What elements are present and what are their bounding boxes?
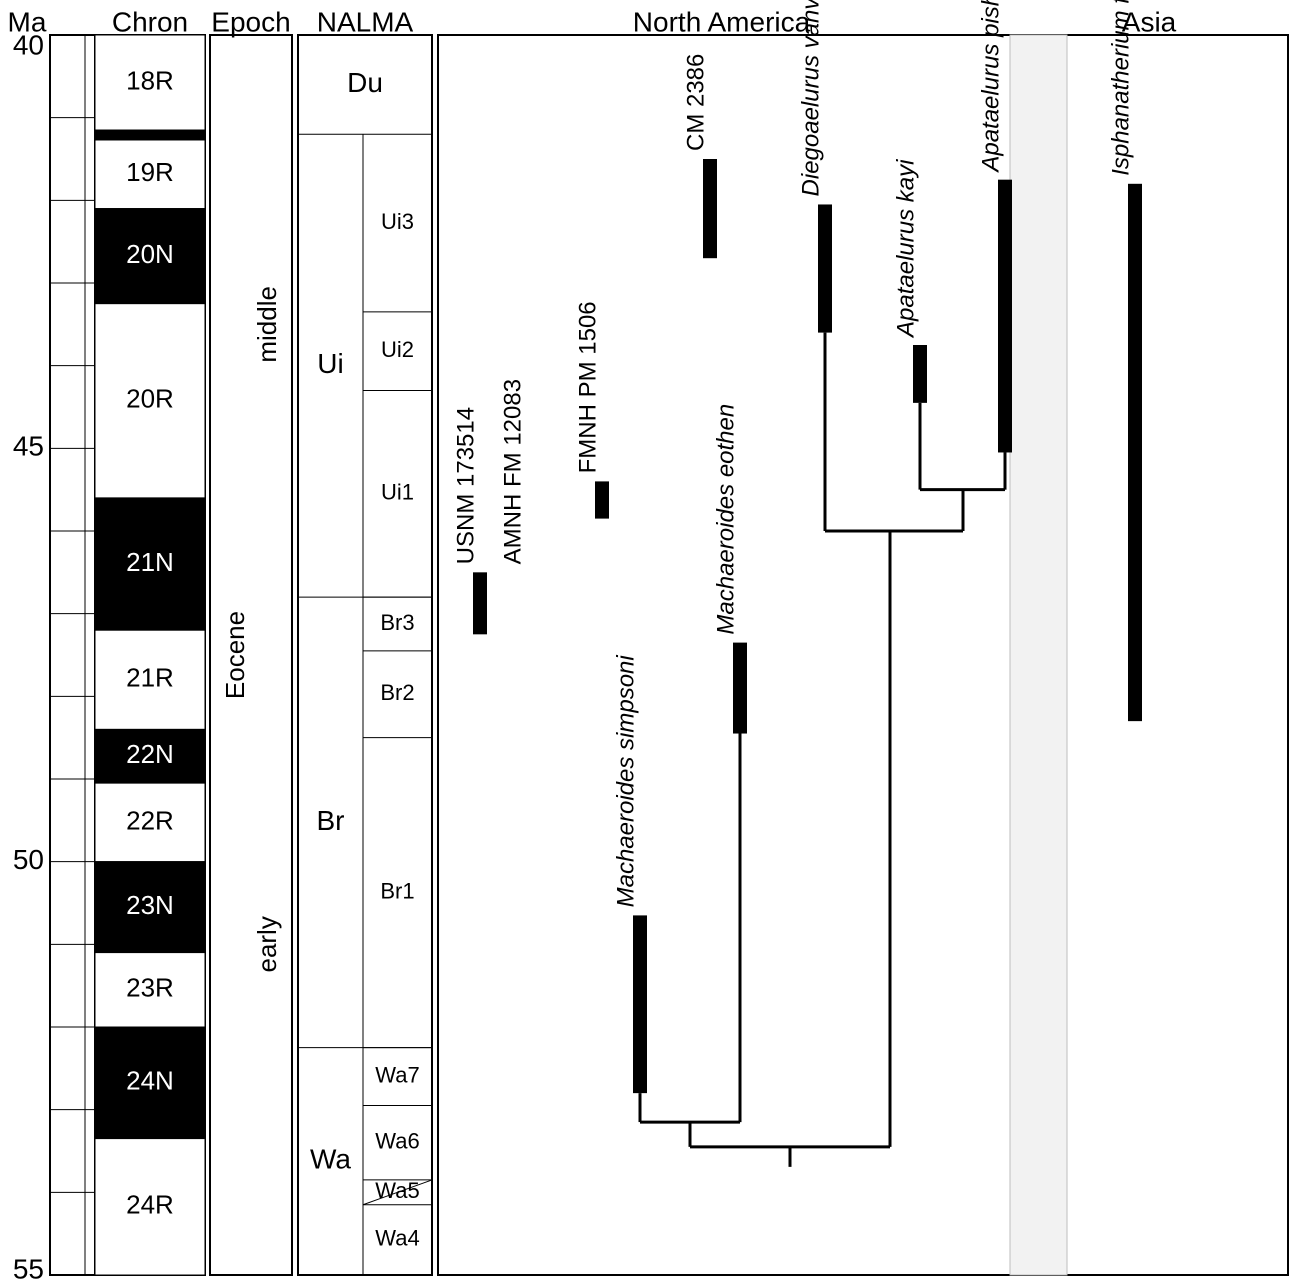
- label-cm: CM 2386: [682, 54, 709, 151]
- label-isph: Isphanatherium ferganensis: [1107, 0, 1134, 176]
- ma-tick-45: 45: [13, 431, 44, 462]
- nalma-sub-Ui1: Ui1: [381, 480, 414, 505]
- chron-label-21N: 21N: [126, 547, 174, 577]
- chron-label-18R: 18R: [126, 65, 174, 95]
- chron-label-19R: 19R: [126, 157, 174, 187]
- label-usnm: USNM 173514: [452, 407, 479, 564]
- nalma-Br: Br: [317, 805, 345, 836]
- range-apish: [998, 180, 1012, 453]
- nalma-sub-Br1: Br1: [380, 878, 414, 903]
- range-diego: [818, 204, 832, 332]
- ma-tick-40: 40: [13, 29, 44, 60]
- epoch-middle: middle: [252, 286, 282, 363]
- ma-tick-50: 50: [13, 844, 44, 875]
- label-simp: Machaeroides simpsoni: [612, 655, 639, 908]
- header-nalma: NALMA: [317, 6, 414, 37]
- chron-label-23R: 23R: [126, 973, 174, 1003]
- nalma-sub-Ui3: Ui3: [381, 209, 414, 234]
- nalma-Ui: Ui: [317, 348, 343, 379]
- label-eoth: Machaeroides eothen: [712, 404, 739, 635]
- nalma-Du: Du: [347, 67, 383, 98]
- range-fmnh: [595, 481, 609, 518]
- chron-label-22N: 22N: [126, 739, 174, 769]
- nalma-sub-Wa5: Wa5: [375, 1178, 419, 1203]
- chron-thin_black_18_19: [95, 130, 205, 140]
- range-usnm: [473, 572, 487, 634]
- chron-label-24N: 24N: [126, 1066, 174, 1096]
- chron-label-23N: 23N: [126, 890, 174, 920]
- stratigraphic-figure: MaChronEpochNALMANorth AmericaAsia404550…: [0, 0, 1304, 1281]
- header-na: North America: [633, 6, 811, 37]
- label-fmnh: FMNH PM 1506: [574, 301, 601, 473]
- label-akayi: Apataelurus kayi: [892, 159, 919, 339]
- header-epoch: Epoch: [211, 6, 290, 37]
- unassigned-region: [1010, 35, 1067, 1275]
- range-simp: [633, 915, 647, 1093]
- epoch-early: early: [252, 916, 282, 972]
- label-amnh: AMNH FM 12083: [499, 379, 526, 564]
- range-isph: [1128, 184, 1142, 721]
- range-cm: [703, 159, 717, 258]
- ma-tick-55: 55: [13, 1253, 44, 1281]
- nalma-sub-Br3: Br3: [380, 610, 414, 635]
- header-chron: Chron: [112, 6, 188, 37]
- nalma-sub-Br2: Br2: [380, 680, 414, 705]
- chron-label-24R: 24R: [126, 1190, 174, 1220]
- chron-label-20R: 20R: [126, 384, 174, 414]
- nalma-sub-Ui2: Ui2: [381, 337, 414, 362]
- nalma-sub-Wa4: Wa4: [375, 1226, 419, 1251]
- nalma-sub-Wa7: Wa7: [375, 1062, 419, 1087]
- nalma-sub-Wa6: Wa6: [375, 1129, 419, 1154]
- range-akayi: [913, 345, 927, 403]
- label-diego: Diegoaelurus vanvalkenburghae: [797, 0, 824, 196]
- chron-label-20N: 20N: [126, 239, 174, 269]
- label-apish: Apataelurus pishigouensis: [977, 0, 1004, 174]
- chron-label-21R: 21R: [126, 663, 174, 693]
- range-eoth: [733, 643, 747, 734]
- nalma-Wa: Wa: [310, 1144, 351, 1175]
- epoch-eocene: Eocene: [220, 611, 250, 699]
- chron-label-22R: 22R: [126, 805, 174, 835]
